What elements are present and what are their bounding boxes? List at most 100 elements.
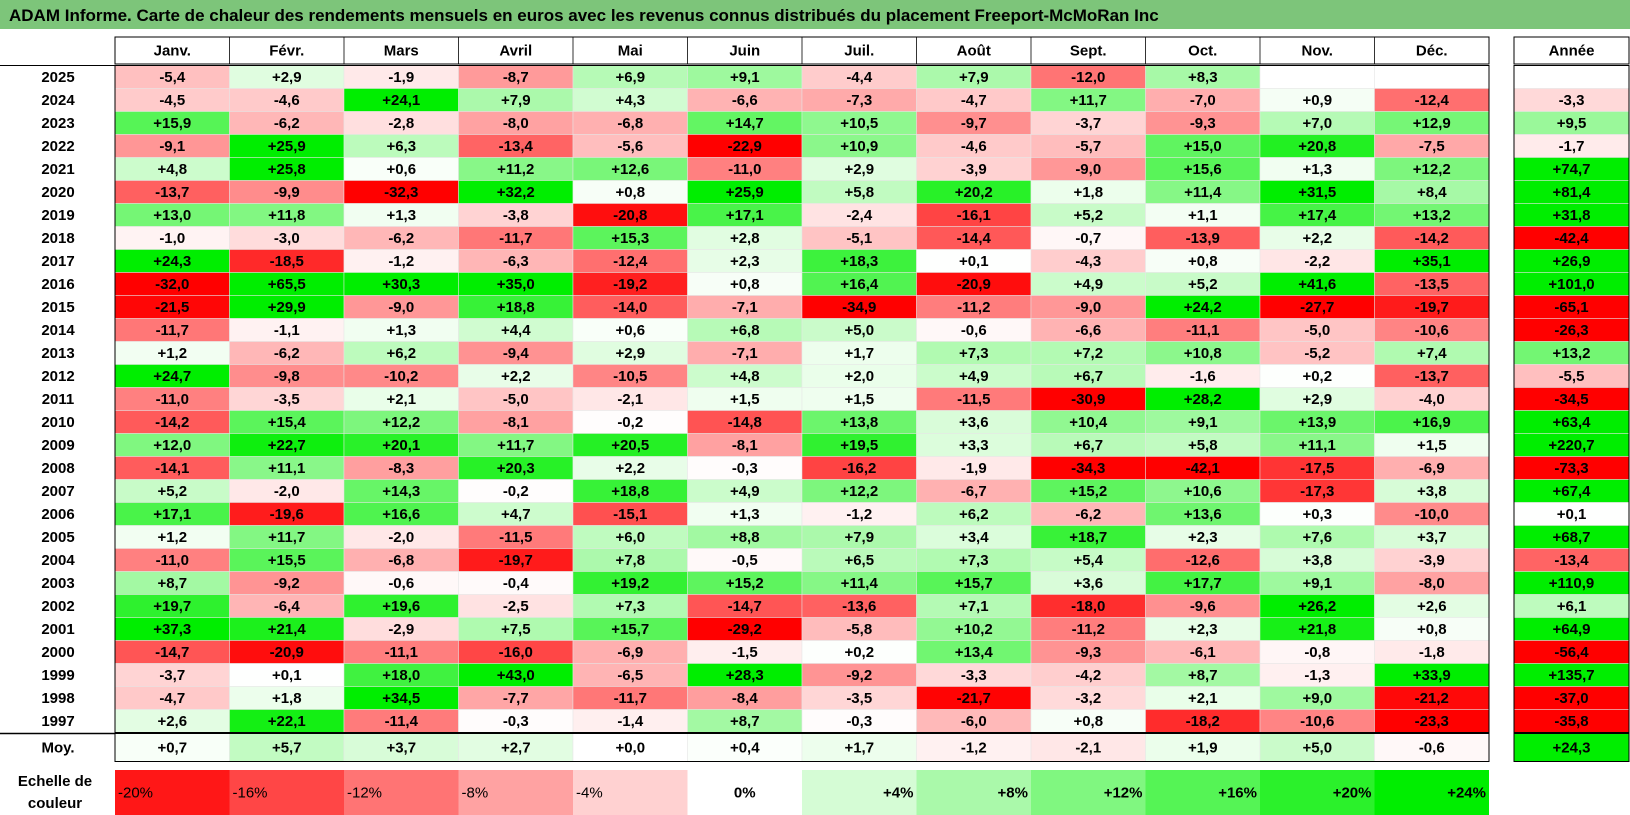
cell-value: +0,1: [272, 667, 302, 684]
cell-value: -1,2: [846, 506, 872, 523]
cell-value: -11,4: [385, 713, 419, 730]
scale-swatch: [1374, 770, 1489, 815]
cell-value: +12,2: [1413, 161, 1451, 178]
cell-value: -9,7: [961, 115, 987, 132]
cell-value: -8,7: [503, 69, 529, 86]
cell-value: -7,7: [503, 690, 529, 707]
cell-value: -9,2: [274, 575, 300, 592]
cell-value: +35,0: [497, 276, 535, 293]
annual-value: +74,7: [1553, 161, 1591, 178]
annual-value: -26,3: [1554, 322, 1588, 339]
cell-value: -5,4: [159, 69, 186, 86]
month-header: Oct.: [1188, 42, 1217, 59]
cell-value: +18,8: [611, 483, 649, 500]
annual-value: -3,3: [1559, 92, 1585, 109]
cell-value: -4,7: [961, 92, 987, 109]
average-value: -2,1: [1075, 739, 1101, 756]
scale-label-value: -4%: [576, 784, 603, 801]
cell-value: +17,1: [153, 506, 191, 523]
cell-value: -11,5: [499, 529, 532, 546]
cell-value: +20,8: [1298, 138, 1336, 155]
cell-value: +24,1: [382, 92, 420, 109]
cell-value: +31,5: [1298, 184, 1336, 201]
cell-value: -11,1: [1186, 322, 1219, 339]
year-label: 2025: [41, 69, 74, 86]
average-value: +5,0: [1302, 739, 1332, 756]
cell-value: -2,0: [274, 483, 300, 500]
cell-value: +7,2: [1073, 345, 1103, 362]
cell-value: +20,5: [611, 437, 649, 454]
cell-value: -1,6: [1190, 368, 1216, 385]
cell-value: +0,8: [1417, 621, 1447, 638]
cell-value: +5,2: [1188, 276, 1218, 293]
average-label: Moy.: [41, 739, 74, 756]
year-label: 2010: [41, 414, 74, 431]
cell-value: +4,9: [959, 368, 989, 385]
cell-value: -3,5: [846, 690, 872, 707]
cell-value: +11,8: [268, 207, 305, 224]
cell-value: -1,9: [961, 460, 987, 477]
cell-value: -4,0: [1419, 391, 1445, 408]
cell-value: +7,1: [959, 598, 989, 615]
cell-value: +4,8: [730, 368, 760, 385]
cell-value: -9,9: [274, 184, 300, 201]
cell-value: +2,3: [1188, 621, 1218, 638]
cell-value: -0,2: [617, 414, 643, 431]
cell-value: +7,3: [615, 598, 645, 615]
cell-value: +11,4: [1184, 184, 1222, 201]
year-label: 2020: [41, 184, 74, 201]
cell-value: +11,1: [1299, 437, 1336, 454]
average-cell: [801, 733, 917, 762]
annual-value: -73,3: [1554, 460, 1588, 477]
scale-swatch: [344, 770, 459, 815]
cell-value: -12,0: [1071, 69, 1105, 86]
cell-value: -7,0: [1190, 92, 1216, 109]
average-cell: [1259, 733, 1375, 762]
cell-value: -9,3: [1190, 115, 1216, 132]
cell-value: -0,6: [961, 322, 987, 339]
cell-value: -6,9: [1419, 460, 1445, 477]
cell-value: +2,2: [501, 368, 531, 385]
cell-value: -4,3: [1075, 253, 1101, 270]
year-label: 2008: [41, 460, 74, 477]
cell-value: +9,1: [730, 69, 760, 86]
year-label: 2003: [41, 575, 74, 592]
cell-value: -9,0: [1075, 161, 1101, 178]
cell-value: -5,1: [846, 230, 872, 247]
cell-value: +6,8: [730, 322, 760, 339]
year-label: 2019: [41, 207, 74, 224]
cell-value: +15,2: [726, 575, 764, 592]
month-header: Août: [957, 42, 991, 59]
year-label: 2024: [41, 92, 75, 109]
average-value: +1,9: [1188, 739, 1218, 756]
cell-value: +11,7: [268, 529, 305, 546]
year-label: 2004: [41, 552, 75, 569]
cell-value: +9,1: [1302, 575, 1332, 592]
cell-value: +6,2: [386, 345, 416, 362]
annual-value: +26,9: [1553, 253, 1591, 270]
average-value: +3,7: [386, 739, 416, 756]
cell-value: +8,7: [730, 713, 760, 730]
cell-value: +3,8: [1302, 552, 1332, 569]
cell-value: -6,2: [274, 115, 300, 132]
cell-value: -0,2: [503, 483, 529, 500]
cell-value: -13,5: [1415, 276, 1449, 293]
cell-value: +7,4: [1417, 345, 1447, 362]
cell-value: +15,3: [611, 230, 649, 247]
annual-value: +6,1: [1557, 598, 1587, 615]
cell-value: +13,2: [1413, 207, 1451, 224]
cell-value: +8,7: [157, 575, 187, 592]
cell-value: -14,7: [728, 598, 762, 615]
cell-value: -0,3: [846, 713, 872, 730]
year-label: 2021: [41, 161, 74, 178]
year-label: 2002: [41, 598, 74, 615]
average-value: -1,2: [961, 739, 987, 756]
cell-value: +2,0: [844, 368, 874, 385]
cell-value: +7,9: [501, 92, 531, 109]
cell-value: -5,0: [1304, 322, 1330, 339]
cell-value: +17,1: [726, 207, 764, 224]
cell-value: +6,9: [615, 69, 645, 86]
annual-value: +0,1: [1557, 506, 1587, 523]
cell-value: +13,4: [955, 644, 994, 661]
cell-value: +15,2: [1069, 483, 1107, 500]
